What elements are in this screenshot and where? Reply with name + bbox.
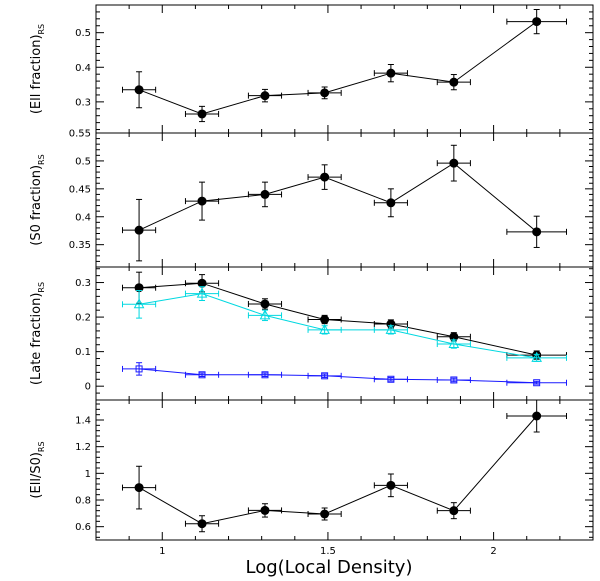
- x-tick-label: 2: [490, 546, 496, 557]
- series-ell-0: [122, 8, 567, 123]
- data-point: [134, 85, 144, 95]
- data-point: [387, 375, 395, 383]
- panel-ell: 0.3 0.4 0.5 (Ell fraction)RS: [29, 4, 594, 134]
- data-point: [197, 109, 207, 119]
- panels: 0.30.40.5(Ell fraction)RS0.350.40.450.50…: [29, 4, 594, 541]
- x-axis: Log(Local Density) 1 1.5 2: [159, 546, 497, 578]
- data-point: [260, 91, 270, 101]
- data-point: [449, 77, 459, 87]
- x-axis-label: Log(Local Density): [245, 557, 412, 578]
- panel-late: 0 0.1 0.2 0.3 (Late fraction)RS: [29, 266, 594, 401]
- y-axis-label-sub: RS: [37, 154, 46, 165]
- series-late-2: [122, 362, 567, 387]
- y-tick-label: 0.1: [75, 347, 91, 358]
- data-point: [385, 323, 397, 334]
- series-ellS0-0: [122, 399, 567, 533]
- data-point: [531, 351, 543, 362]
- panel-ellS0: 0.6 0.8 1 1.2 1.4 (Ell/S0)RS: [29, 399, 594, 541]
- data-point: [449, 332, 459, 342]
- data-point: [198, 371, 206, 379]
- x-tick-label: 1: [159, 546, 165, 557]
- series-late-0: [122, 271, 567, 360]
- y-axis-label-sub: RS: [37, 282, 46, 293]
- data-point: [197, 196, 207, 206]
- data-point: [532, 17, 542, 27]
- data-point: [533, 379, 541, 387]
- y-tick-label: 0.8: [75, 496, 91, 507]
- data-point: [260, 189, 270, 199]
- panel-s0: 0.35 0.4 0.45 0.5 0.55 (S0 fraction)RS: [29, 129, 594, 268]
- y-tick-label: 0: [85, 382, 91, 393]
- data-point: [320, 88, 330, 98]
- y-tick-label: 0.55: [69, 129, 91, 140]
- data-point: [450, 376, 458, 384]
- data-point: [196, 287, 208, 298]
- data-point: [260, 299, 270, 309]
- panel-frame: [95, 266, 594, 401]
- series-line: [138, 162, 538, 233]
- y-axis-label-main: (Late fraction): [29, 293, 44, 386]
- x-tick-label: 1.5: [320, 546, 336, 557]
- y-tick-label: 0.6: [75, 522, 91, 533]
- y-tick-label: 0.4: [75, 212, 91, 223]
- y-axis-label-main: (Ell fraction): [29, 34, 44, 114]
- data-point: [261, 371, 269, 379]
- data-point: [386, 198, 396, 208]
- series-line: [139, 293, 537, 359]
- data-point: [197, 519, 207, 529]
- series-s0-0: [122, 144, 567, 262]
- y-axis-label-sub: RS: [37, 24, 46, 35]
- y-axis-label: (Ell fraction)RS: [29, 24, 46, 114]
- data-point: [321, 372, 329, 380]
- panel-frame: [95, 399, 594, 541]
- y-tick-label: 1.2: [75, 442, 91, 453]
- y-axis-label-main: (S0 fraction): [29, 165, 44, 246]
- data-point: [135, 365, 143, 373]
- data-point: [319, 323, 330, 334]
- data-point: [386, 68, 396, 78]
- data-point: [532, 411, 542, 421]
- y-tick-label: 0.45: [69, 184, 91, 195]
- y-axis-label-main: (Ell/S0): [29, 452, 44, 498]
- data-point: [260, 505, 270, 515]
- data-point: [449, 506, 459, 516]
- data-point: [448, 337, 460, 349]
- y-tick-label: 0.5: [75, 156, 91, 167]
- y-tick-label: 0.2: [75, 313, 91, 324]
- y-tick-label: 0.3: [75, 97, 91, 108]
- panel-frame: [95, 4, 594, 134]
- data-point: [133, 298, 145, 309]
- data-point: [532, 227, 542, 237]
- data-point: [320, 315, 330, 325]
- data-point: [134, 225, 144, 235]
- data-point: [134, 483, 144, 493]
- y-axis-label: (Late fraction)RS: [29, 282, 46, 385]
- y-tick-label: 0.35: [69, 240, 91, 251]
- data-point: [449, 158, 459, 168]
- y-tick-label: 1.4: [75, 416, 91, 427]
- series-line: [138, 21, 537, 115]
- data-point: [197, 278, 207, 288]
- y-axis-label: (Ell/S0)RS: [29, 441, 46, 498]
- y-axis-label-sub: RS: [37, 441, 46, 452]
- y-tick-label: 1: [85, 469, 91, 480]
- y-tick-label: 0.5: [75, 28, 91, 39]
- y-tick-label: 0.4: [75, 63, 91, 74]
- panel-frame: [95, 132, 594, 268]
- series-late-1: [122, 286, 567, 362]
- data-point: [259, 309, 271, 320]
- data-point: [386, 480, 396, 490]
- data-point: [134, 283, 144, 293]
- data-point: [320, 172, 330, 182]
- y-tick-label: 0.3: [75, 278, 91, 289]
- y-axis-label: (S0 fraction)RS: [29, 154, 46, 245]
- data-point: [320, 509, 330, 519]
- series-line: [138, 415, 538, 525]
